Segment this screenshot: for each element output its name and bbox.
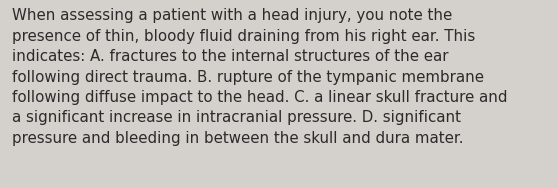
Text: When assessing a patient with a head injury, you note the
presence of thin, bloo: When assessing a patient with a head inj…: [12, 8, 508, 146]
